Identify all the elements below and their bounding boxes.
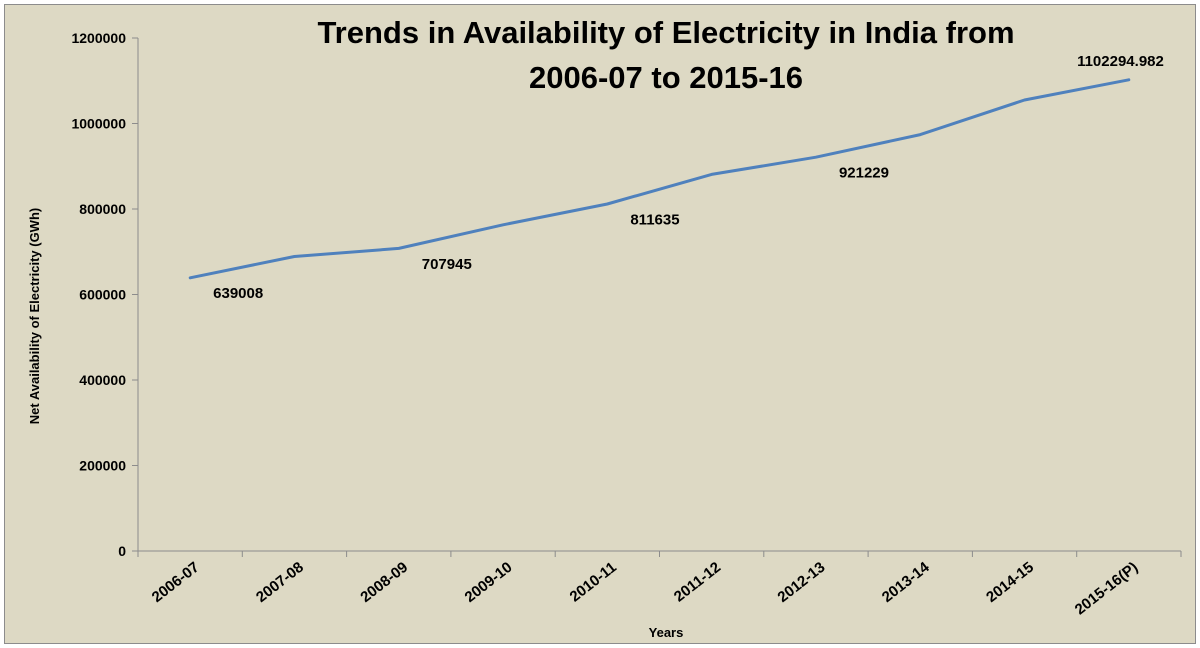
- data-label: 1102294.982: [1077, 53, 1164, 70]
- data-label: 921229: [839, 165, 889, 182]
- series-line-0: [188, 78, 1131, 280]
- x-tick-label: 2007-08: [253, 559, 307, 606]
- y-axis-title: Net Availability of Electricity (GWh): [27, 208, 42, 424]
- x-tick-label: 2011-12: [671, 559, 724, 606]
- axes: 0 200000 400000 600000 800000 1000000 1200000 2…: [71, 30, 1182, 619]
- y-tick-label: 0: [118, 543, 126, 559]
- y-tick-label: 1200000: [71, 30, 126, 46]
- x-tick-label: 2014-15: [983, 559, 1037, 606]
- line-chart: Trends in Availability of Electricity in…: [27, 15, 1182, 640]
- y-tick-label: 800000: [79, 201, 126, 217]
- y-tick-label: 200000: [79, 458, 126, 474]
- x-tick-label: 2012-13: [775, 559, 829, 606]
- x-tick-label: 2013-14: [879, 558, 933, 606]
- data-label: 639008: [213, 285, 263, 302]
- x-tick-label: 2010-11: [567, 559, 620, 606]
- y-tick-label: 400000: [79, 372, 126, 388]
- data-labels: 639008 707945 811635 921229 1102294.982: [213, 53, 1164, 302]
- y-tick-label: 600000: [79, 287, 126, 303]
- x-tick-label: 2015-16(P): [1072, 559, 1142, 619]
- x-tick-label: 2006-07: [149, 559, 203, 606]
- chart-area: Trends in Availability of Electricity in…: [4, 4, 1196, 644]
- x-tick-label: 2008-09: [357, 559, 411, 606]
- chart-title-line-2: 2006-07 to 2015-16: [529, 60, 803, 95]
- y-tick-label: 1000000: [71, 116, 126, 132]
- data-label: 811635: [630, 211, 679, 228]
- data-label: 707945: [422, 256, 472, 273]
- series-lines: [188, 78, 1131, 280]
- x-axis-title: Years: [649, 625, 684, 640]
- chart-title-line-1: Trends in Availability of Electricity in…: [317, 15, 1014, 50]
- x-tick-label: 2009-10: [462, 559, 516, 606]
